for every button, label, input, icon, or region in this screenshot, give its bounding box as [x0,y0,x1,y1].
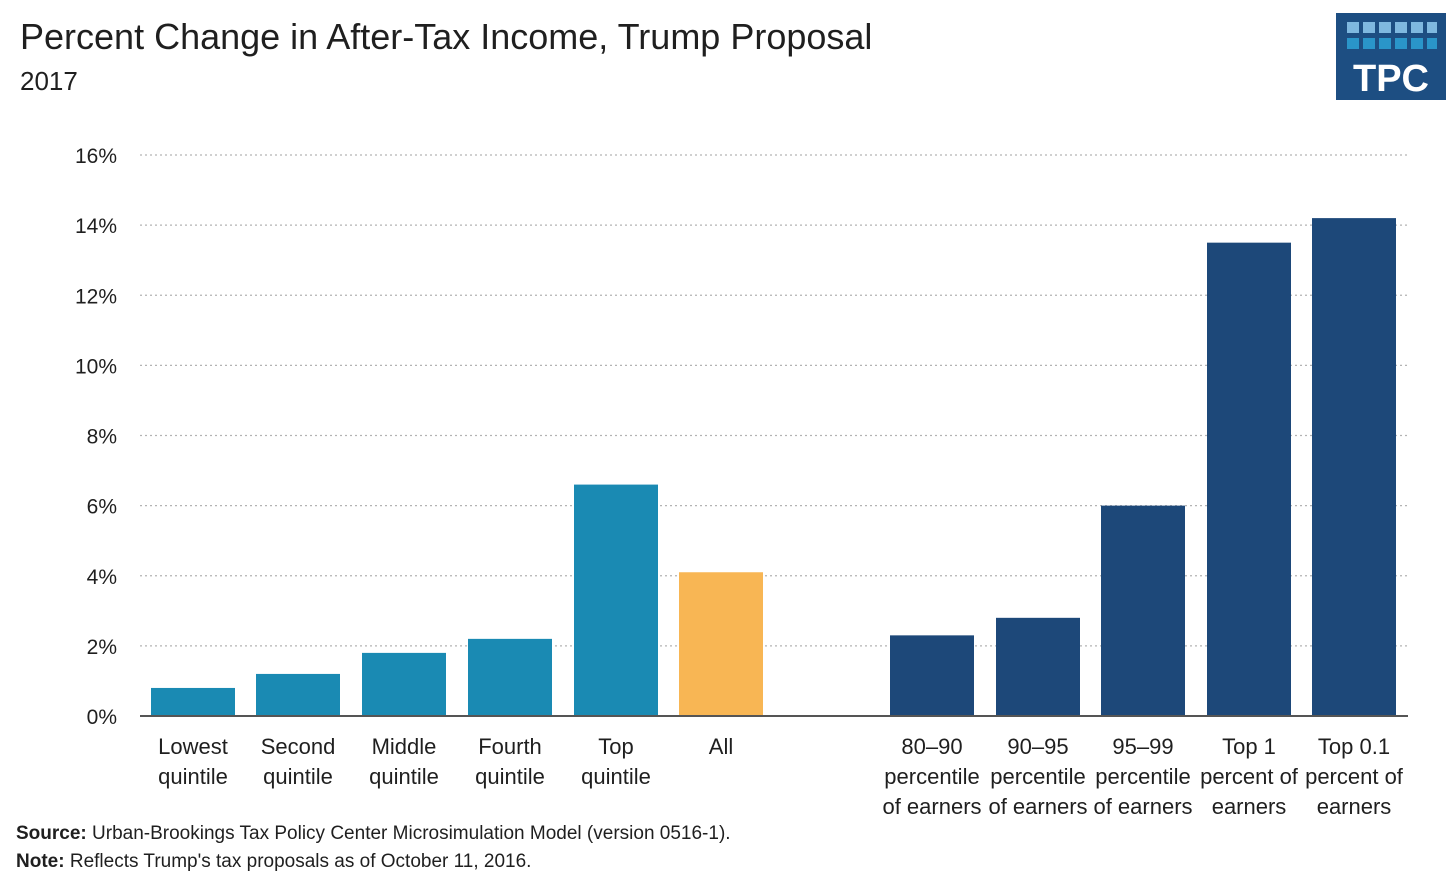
y-tick-label: 14% [75,215,117,238]
x-tick-label: All [709,734,733,759]
x-tick-label: 90–95 percentile of earners [988,734,1087,819]
x-tick-label: 80–90 percentile of earners [882,734,981,819]
note-line: Note: Reflects Trump's tax proposals as … [16,851,531,873]
x-tick-label: 95–99 percentile of earners [1093,734,1192,819]
bar [256,673,340,716]
tpc-logo-graphic: TPC [1347,22,1437,100]
bar [362,652,446,716]
chart-title: Percent Change in After-Tax Income, Trum… [20,16,873,57]
x-tick-label: Top quintile [581,734,651,789]
bar [574,484,658,716]
chart-subtitle: 2017 [20,66,78,96]
bar [1312,218,1396,717]
bar [468,638,552,716]
logo-text: TPC [1353,58,1429,100]
bar [1207,242,1291,716]
x-tick-label: Middle quintile [369,734,439,789]
source-text: Urban-Brookings Tax Policy Center Micros… [92,823,731,844]
bar [996,617,1080,716]
note-text: Reflects Trump's tax proposals as of Oct… [69,851,532,872]
tpc-logo: TPC [1336,13,1446,100]
y-tick-label: 16% [75,145,117,168]
y-tick-label: 8% [87,426,117,449]
logo-squares-icon [1347,22,1437,49]
y-tick-label: 10% [75,355,117,378]
bar [151,687,235,716]
source-line: Source: Urban-Brookings Tax Policy Cente… [16,823,731,845]
y-tick-label: 6% [87,496,117,519]
x-tick-label: Second quintile [261,734,336,789]
y-tick-label: 12% [75,285,117,308]
y-tick-label: 0% [87,706,117,729]
bar [679,572,763,716]
bar [890,635,974,716]
note-label: Note: [16,851,65,872]
x-tick-label: Lowest quintile [158,734,228,789]
y-tick-label: 2% [87,636,117,659]
x-tick-label: Top 1 percent of earners [1200,734,1299,819]
x-tick-label: Fourth quintile [475,734,545,789]
x-tick-label: Top 0.1 percent of earners [1305,734,1404,819]
y-tick-label: 4% [87,566,117,589]
bar [1101,505,1185,716]
source-label: Source: [16,823,87,844]
